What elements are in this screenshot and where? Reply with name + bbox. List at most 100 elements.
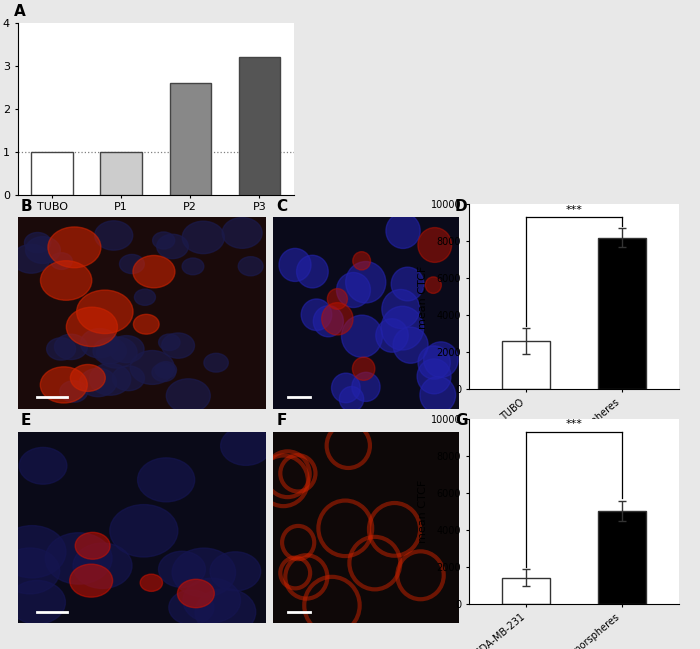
Circle shape — [112, 366, 144, 391]
Circle shape — [70, 564, 113, 597]
Text: G: G — [455, 413, 468, 428]
Circle shape — [134, 314, 159, 334]
Circle shape — [238, 256, 263, 276]
Bar — [169, 83, 211, 195]
Circle shape — [222, 217, 262, 249]
Circle shape — [183, 578, 241, 622]
Circle shape — [159, 334, 180, 350]
Circle shape — [265, 451, 309, 497]
Circle shape — [337, 273, 370, 308]
Circle shape — [340, 387, 364, 411]
Circle shape — [158, 551, 205, 587]
Circle shape — [162, 333, 195, 358]
Circle shape — [46, 533, 112, 584]
Circle shape — [297, 255, 328, 288]
Circle shape — [76, 290, 133, 334]
Circle shape — [182, 258, 204, 275]
Circle shape — [304, 577, 360, 634]
Circle shape — [327, 423, 370, 468]
Circle shape — [418, 228, 452, 262]
Circle shape — [172, 548, 236, 597]
Circle shape — [346, 262, 386, 303]
Circle shape — [109, 336, 144, 363]
Circle shape — [314, 306, 344, 337]
Circle shape — [301, 299, 332, 330]
Circle shape — [73, 543, 132, 589]
Circle shape — [71, 365, 105, 391]
Circle shape — [424, 342, 458, 378]
Text: ***: *** — [566, 204, 582, 215]
Circle shape — [80, 368, 116, 397]
Circle shape — [398, 552, 444, 599]
Circle shape — [66, 307, 118, 347]
Circle shape — [195, 589, 256, 635]
Text: C: C — [276, 199, 288, 214]
Circle shape — [130, 350, 174, 384]
Circle shape — [41, 261, 92, 300]
Y-axis label: mean CTCF: mean CTCF — [418, 265, 428, 328]
Circle shape — [134, 289, 155, 305]
Circle shape — [97, 337, 137, 368]
Circle shape — [382, 289, 419, 328]
Circle shape — [220, 426, 271, 465]
Circle shape — [353, 252, 370, 270]
Circle shape — [8, 580, 65, 624]
Text: F: F — [276, 413, 287, 428]
Circle shape — [376, 319, 408, 352]
Circle shape — [210, 552, 260, 591]
Circle shape — [386, 213, 420, 249]
Bar — [503, 341, 550, 389]
Circle shape — [169, 590, 214, 625]
Circle shape — [328, 289, 347, 310]
Bar — [101, 152, 142, 195]
Circle shape — [140, 574, 162, 591]
Circle shape — [120, 254, 144, 274]
Circle shape — [0, 526, 66, 578]
Text: ***: *** — [566, 419, 582, 429]
Bar — [32, 152, 73, 195]
Circle shape — [94, 221, 133, 250]
Circle shape — [152, 363, 176, 382]
Circle shape — [167, 379, 210, 413]
Text: A: A — [14, 5, 26, 19]
Circle shape — [47, 337, 76, 360]
Circle shape — [322, 302, 353, 335]
Circle shape — [418, 346, 450, 379]
Circle shape — [391, 267, 424, 301]
Circle shape — [318, 500, 372, 556]
Circle shape — [204, 353, 228, 372]
Circle shape — [286, 555, 328, 598]
Bar — [239, 57, 280, 195]
Circle shape — [155, 361, 176, 378]
Circle shape — [93, 338, 127, 363]
Circle shape — [177, 580, 214, 607]
Circle shape — [19, 447, 67, 484]
Circle shape — [110, 504, 178, 557]
Circle shape — [133, 256, 175, 288]
Circle shape — [349, 537, 400, 589]
Circle shape — [25, 237, 60, 263]
Circle shape — [90, 363, 131, 395]
Circle shape — [259, 456, 308, 506]
Circle shape — [332, 373, 361, 403]
Circle shape — [13, 245, 50, 273]
Circle shape — [352, 357, 375, 380]
Circle shape — [393, 327, 428, 363]
Circle shape — [55, 334, 88, 360]
Circle shape — [352, 373, 380, 402]
Circle shape — [41, 367, 88, 403]
Circle shape — [60, 381, 88, 402]
Circle shape — [50, 252, 72, 269]
Circle shape — [0, 548, 60, 594]
Circle shape — [280, 557, 310, 589]
Circle shape — [342, 315, 382, 358]
Circle shape — [280, 455, 316, 491]
Text: E: E — [21, 413, 32, 428]
Circle shape — [157, 234, 188, 258]
Text: D: D — [455, 199, 468, 214]
Circle shape — [279, 249, 311, 282]
Text: B: B — [21, 199, 33, 214]
Y-axis label: mean CTCF: mean CTCF — [418, 480, 428, 543]
Circle shape — [420, 376, 456, 413]
Bar — [598, 511, 645, 604]
